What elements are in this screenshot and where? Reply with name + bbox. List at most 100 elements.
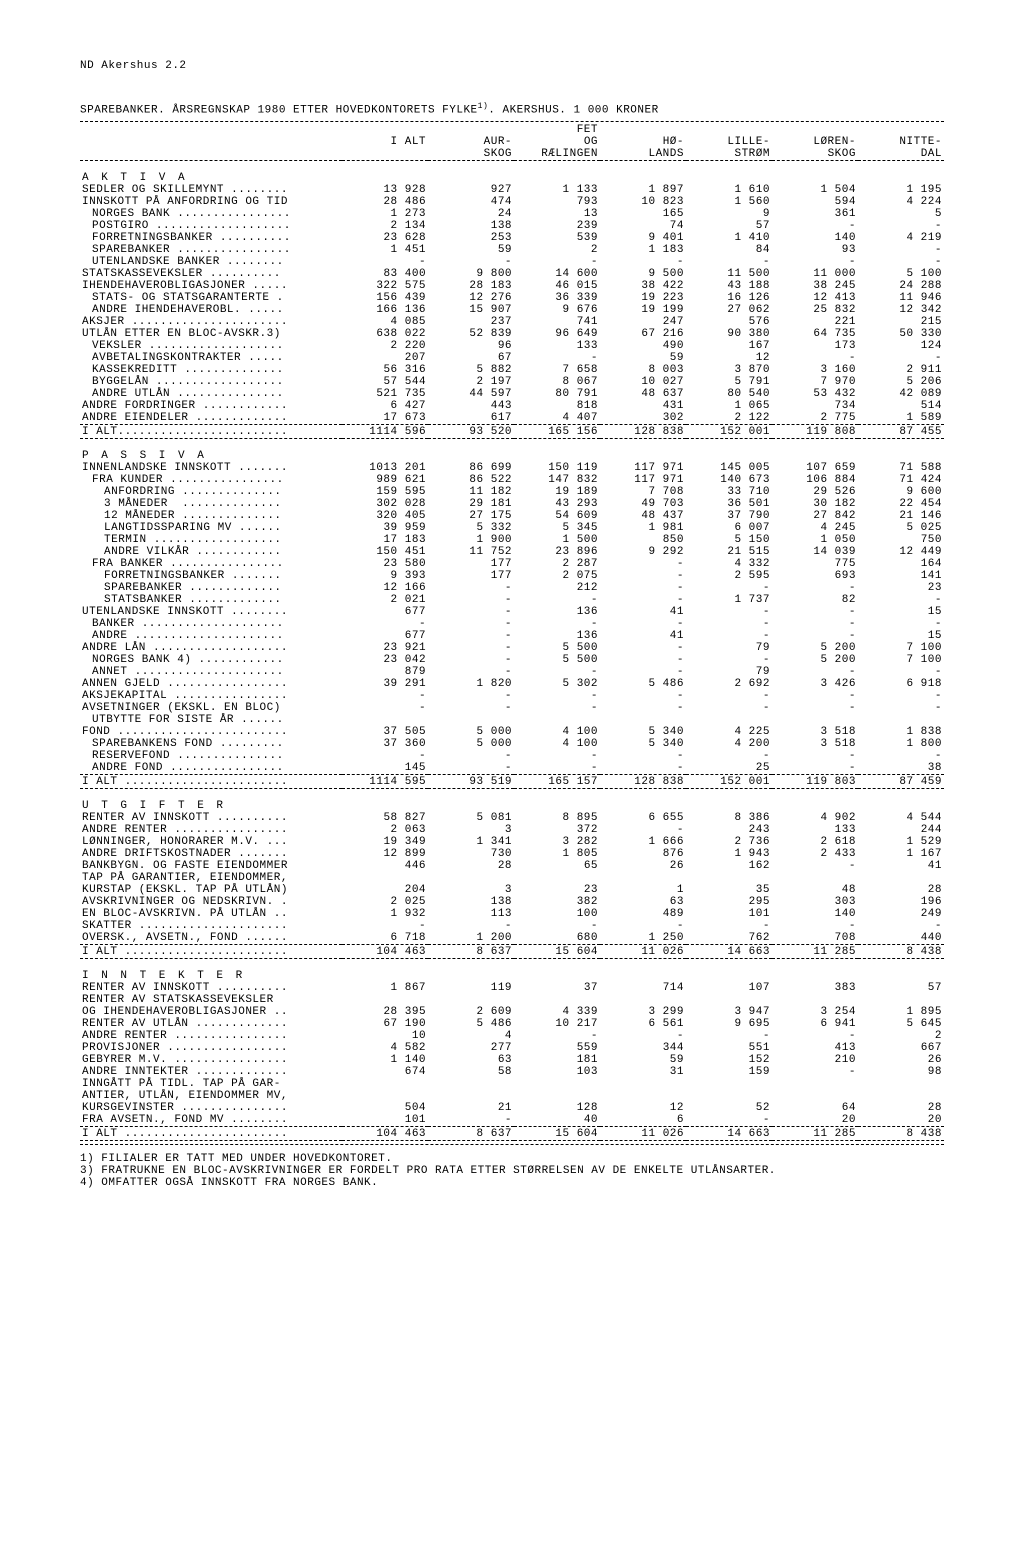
- row-label: AKSJEKAPITAL ................: [80, 690, 342, 702]
- cell: 576: [686, 316, 772, 328]
- cell: [686, 1090, 772, 1102]
- cell: 15: [858, 630, 944, 642]
- row-label: RENTER AV STATSKASSEVEKSLER: [80, 994, 342, 1006]
- cell: 6 655: [600, 812, 686, 824]
- cell: 9 393: [342, 570, 428, 582]
- title-sup: 1): [478, 102, 489, 111]
- cell: 1 838: [858, 726, 944, 738]
- cell: -: [342, 690, 428, 702]
- row-label: RENTER AV UTLÅN .............: [80, 1018, 342, 1030]
- cell: -: [600, 690, 686, 702]
- table-row: RENTER AV STATSKASSEVEKSLER: [80, 994, 944, 1006]
- cell: 372: [514, 824, 600, 836]
- cell: 10 823: [600, 196, 686, 208]
- row-label: SEDLER OG SKILLEMYNT ........: [80, 184, 342, 196]
- cell: 145: [342, 762, 428, 775]
- row-label: SPAREBANKER ................: [80, 244, 342, 256]
- cell: 119: [428, 982, 514, 994]
- cell: 714: [600, 982, 686, 994]
- table-row: BANKER ....................-------: [80, 618, 944, 630]
- row-label: ANDRE UTLÅN ...............: [80, 388, 342, 400]
- cell: 44 597: [428, 388, 514, 400]
- cell: 3 282: [514, 836, 600, 848]
- cell: 4 544: [858, 812, 944, 824]
- table-row: ANDRE DRIFTSKOSTNADER .......12 8997301 …: [80, 848, 944, 860]
- total-cell: 14 663: [686, 946, 772, 959]
- row-label: AKSJER ......................: [80, 316, 342, 328]
- table-row: INNSKOTT PÅ ANFORDRING OG TID28 48647479…: [80, 196, 944, 208]
- cell: -: [858, 220, 944, 232]
- cell: 6 941: [772, 1018, 858, 1030]
- cell: 734: [772, 400, 858, 412]
- cell: 2 025: [342, 896, 428, 908]
- cell: [858, 714, 944, 726]
- section-head: U T G I F T E R: [80, 800, 944, 812]
- cell: 3 160: [772, 364, 858, 376]
- cell: 8 003: [600, 364, 686, 376]
- cell: 36 501: [686, 498, 772, 510]
- cell: 2 595: [686, 570, 772, 582]
- cell: 239: [514, 220, 600, 232]
- cell: [600, 994, 686, 1006]
- cell: -: [342, 702, 428, 714]
- table-row: AVBETALINGSKONTRAKTER .....20767-5912--: [80, 352, 944, 364]
- table-row: TAP PÅ GARANTIER, EIENDOMMER,: [80, 872, 944, 884]
- cell: 57: [858, 982, 944, 994]
- row-label: ANDRE LÅN ...................: [80, 642, 342, 654]
- cell: 177: [428, 570, 514, 582]
- cell: -: [600, 1030, 686, 1042]
- cell: 1 589: [858, 412, 944, 425]
- total-label: I ALT .......................: [80, 946, 342, 959]
- table-row: AVSKRIVNINGER OG NEDSKRIVN. .2 025138382…: [80, 896, 944, 908]
- cell: 9 401: [600, 232, 686, 244]
- table-row: VEKSLER ...................2 22096133490…: [80, 340, 944, 352]
- row-label: 12 MÅNEDER ..............: [80, 510, 342, 522]
- cell: -: [858, 618, 944, 630]
- table-row: 3 MÅNEDER ..............302 02829 18143 …: [80, 498, 944, 510]
- table-row: STATSBANKER .............2 021---1 73782…: [80, 594, 944, 606]
- total-cell: 152 001: [686, 776, 772, 789]
- total-label: I ALT........................: [80, 426, 342, 439]
- cell: 19 223: [600, 292, 686, 304]
- total-row: I ALT .......................1114 59593 …: [80, 776, 944, 789]
- cell: -: [772, 618, 858, 630]
- row-label: STATSKASSEVEKSLER ..........: [80, 268, 342, 280]
- cell: 23 628: [342, 232, 428, 244]
- row-label: OVERSK., AVSETN., FOND ......: [80, 932, 342, 945]
- cell: -: [686, 582, 772, 594]
- cell: 159 595: [342, 486, 428, 498]
- cell: 3 518: [772, 738, 858, 750]
- row-label: INNENLANDSKE INNSKOTT .......: [80, 462, 342, 474]
- cell: 5 081: [428, 812, 514, 824]
- cell: 24: [428, 208, 514, 220]
- cell: 5 340: [600, 726, 686, 738]
- cell: 667: [858, 1042, 944, 1054]
- cell: 63: [428, 1054, 514, 1066]
- cell: 133: [514, 340, 600, 352]
- cell: 474: [428, 196, 514, 208]
- cell: -: [858, 594, 944, 606]
- row-label: SPAREBANKENS FOND .........: [80, 738, 342, 750]
- cell: 9: [686, 208, 772, 220]
- cell: -: [686, 654, 772, 666]
- cell: 750: [858, 534, 944, 546]
- table-row: SEDLER OG SKILLEMYNT ........13 9289271 …: [80, 184, 944, 196]
- table-row: SPAREBANKENS FOND .........37 3605 0004 …: [80, 738, 944, 750]
- cell: 23: [858, 582, 944, 594]
- row-label: TAP PÅ GARANTIER, EIENDOMMER,: [80, 872, 342, 884]
- cell: 21 146: [858, 510, 944, 522]
- cell: 13: [514, 208, 600, 220]
- cell: [772, 872, 858, 884]
- cell: -: [428, 630, 514, 642]
- cell: 210: [772, 1054, 858, 1066]
- cell: [858, 994, 944, 1006]
- cell: 28: [428, 860, 514, 872]
- cell: 927: [428, 184, 514, 196]
- cell: 80 791: [514, 388, 600, 400]
- cell: -: [428, 594, 514, 606]
- row-label: STATS- OG STATSGARANTERTE .: [80, 292, 342, 304]
- cell: 12 449: [858, 546, 944, 558]
- cell: 71 588: [858, 462, 944, 474]
- cell: 20: [772, 1114, 858, 1127]
- cell: 2 220: [342, 340, 428, 352]
